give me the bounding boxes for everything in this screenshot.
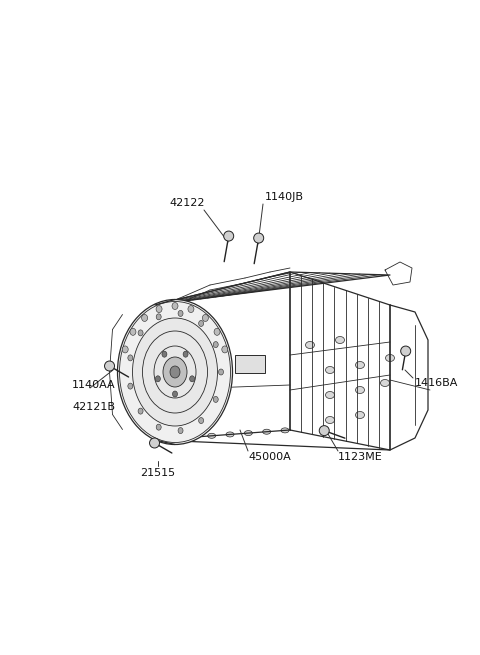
Ellipse shape <box>156 305 162 312</box>
Ellipse shape <box>122 346 128 353</box>
Ellipse shape <box>154 394 162 400</box>
Ellipse shape <box>138 330 143 336</box>
Text: 21515: 21515 <box>141 468 176 478</box>
Ellipse shape <box>156 314 161 320</box>
Ellipse shape <box>325 417 335 424</box>
Text: 1123ME: 1123ME <box>338 452 383 462</box>
Ellipse shape <box>189 435 197 440</box>
Ellipse shape <box>199 320 204 326</box>
Text: 45000A: 45000A <box>249 452 291 462</box>
Ellipse shape <box>154 312 162 318</box>
Ellipse shape <box>130 328 136 335</box>
Text: 42121B: 42121B <box>72 402 115 412</box>
Ellipse shape <box>156 424 161 430</box>
Ellipse shape <box>138 408 143 414</box>
Ellipse shape <box>105 361 115 371</box>
Ellipse shape <box>171 436 179 441</box>
Ellipse shape <box>281 428 289 433</box>
Ellipse shape <box>226 432 234 437</box>
Ellipse shape <box>385 354 395 362</box>
Ellipse shape <box>178 428 183 434</box>
Ellipse shape <box>214 328 220 335</box>
Ellipse shape <box>381 379 389 386</box>
Ellipse shape <box>154 427 162 433</box>
Ellipse shape <box>188 305 194 312</box>
Ellipse shape <box>319 426 329 436</box>
Ellipse shape <box>244 430 252 436</box>
Ellipse shape <box>356 411 364 419</box>
Ellipse shape <box>356 386 364 394</box>
Ellipse shape <box>224 231 234 241</box>
Ellipse shape <box>356 362 364 369</box>
Ellipse shape <box>128 383 133 389</box>
Bar <box>235 355 265 373</box>
Ellipse shape <box>128 355 133 361</box>
Ellipse shape <box>154 411 162 417</box>
Ellipse shape <box>208 434 216 438</box>
Ellipse shape <box>263 429 271 434</box>
Ellipse shape <box>190 376 194 382</box>
Ellipse shape <box>170 366 180 378</box>
Ellipse shape <box>150 438 159 448</box>
Ellipse shape <box>154 362 162 367</box>
Ellipse shape <box>199 417 204 424</box>
Ellipse shape <box>222 346 228 353</box>
Ellipse shape <box>325 367 335 373</box>
Text: 1140AA: 1140AA <box>72 380 116 390</box>
Ellipse shape <box>203 314 208 322</box>
Ellipse shape <box>213 396 218 402</box>
Ellipse shape <box>132 318 217 426</box>
Ellipse shape <box>401 346 411 356</box>
Text: 1140JB: 1140JB <box>265 192 304 202</box>
Ellipse shape <box>178 310 183 316</box>
Ellipse shape <box>163 357 187 387</box>
Ellipse shape <box>118 299 232 445</box>
Ellipse shape <box>156 376 160 382</box>
Ellipse shape <box>305 341 314 348</box>
Ellipse shape <box>218 369 224 375</box>
Ellipse shape <box>154 345 162 351</box>
Ellipse shape <box>172 391 178 397</box>
Ellipse shape <box>172 303 178 310</box>
Ellipse shape <box>162 351 167 357</box>
Ellipse shape <box>183 351 188 357</box>
Ellipse shape <box>213 341 218 348</box>
Ellipse shape <box>154 378 162 384</box>
Ellipse shape <box>142 314 148 322</box>
Ellipse shape <box>325 392 335 398</box>
Ellipse shape <box>254 233 264 243</box>
Ellipse shape <box>154 328 162 335</box>
Text: 42122: 42122 <box>169 198 205 208</box>
Text: 1416BA: 1416BA <box>415 378 458 388</box>
Ellipse shape <box>336 337 345 343</box>
